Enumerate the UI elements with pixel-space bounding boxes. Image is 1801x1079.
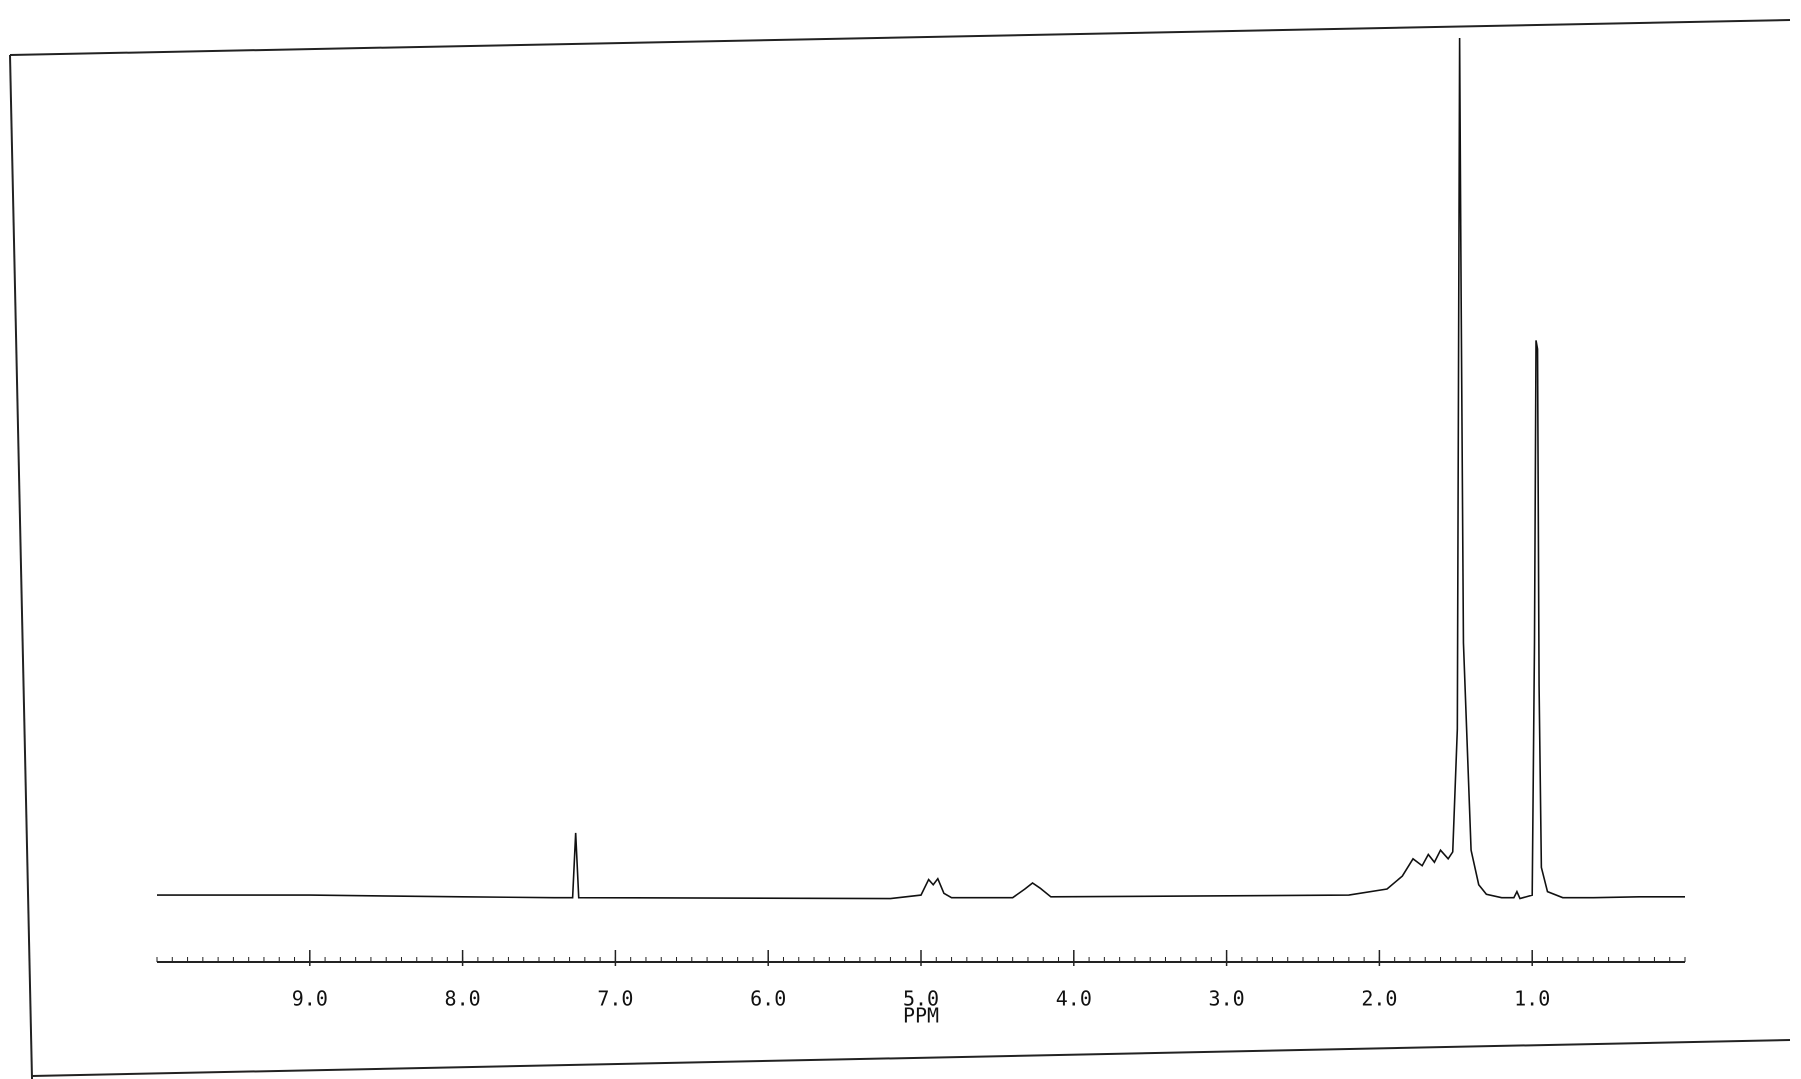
x-tick-label: 1.0 — [1514, 987, 1550, 1011]
x-tick-label: 3.0 — [1209, 987, 1245, 1011]
x-tick-label: 5.0 — [903, 987, 939, 1011]
x-tick-label: 7.0 — [597, 987, 633, 1011]
x-tick-label: 8.0 — [445, 987, 481, 1011]
frame-bottom — [31, 1039, 1791, 1077]
frame-top — [9, 19, 1791, 56]
x-tick-label: 6.0 — [750, 987, 786, 1011]
spectrum-line — [157, 37, 1685, 900]
x-tick-label: 4.0 — [1056, 987, 1092, 1011]
frame-left — [9, 54, 33, 1079]
x-tick-label: 2.0 — [1361, 987, 1397, 1011]
x-tick-label: 9.0 — [292, 987, 328, 1011]
x-axis-label: PPM — [903, 1004, 939, 1028]
